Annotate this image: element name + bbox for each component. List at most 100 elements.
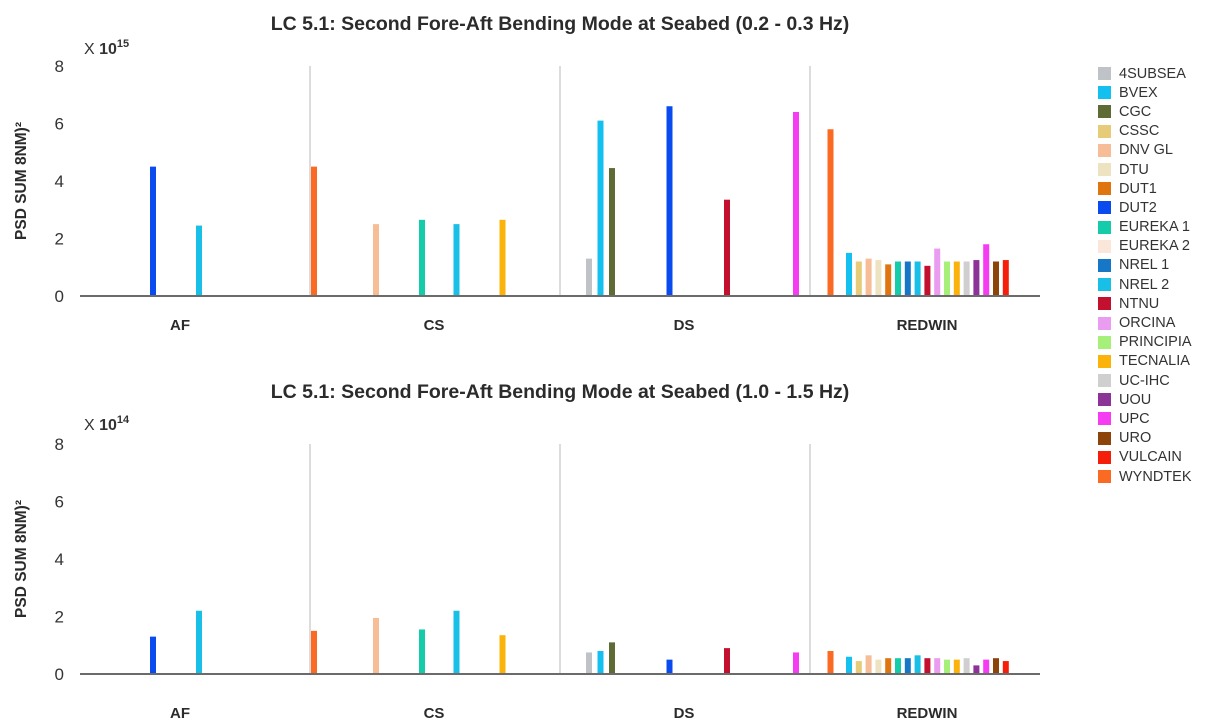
legend-swatch [1098, 431, 1111, 445]
legend-label: BVEX [1119, 84, 1158, 101]
bar-cs-nrel-2 [453, 610, 460, 674]
bar-redwin-nrel-2 [914, 261, 921, 296]
legend-label: WYNDTEK [1119, 468, 1192, 485]
bar-redwin-uro [993, 261, 999, 296]
legend-swatch [1098, 393, 1111, 407]
y-axis-label: PSD SUM 8NM)² [13, 500, 30, 618]
bar-redwin-bvex [846, 656, 852, 674]
legend-label: TECNALIA [1119, 353, 1190, 370]
bar-cs-eureka-1 [419, 629, 425, 674]
bar-redwin-nrel-1 [904, 658, 911, 674]
legend-swatch [1098, 143, 1111, 157]
bar-ds-bvex [597, 651, 604, 674]
bar-ds-4subsea [586, 652, 592, 674]
bar-redwin-cssc [855, 261, 862, 296]
legend-label: DUT1 [1119, 180, 1157, 197]
bar-ds-4subsea [586, 258, 592, 296]
legend-swatch [1098, 163, 1111, 177]
x-category-label: DS [674, 317, 695, 334]
bar-redwin-dnv-gl [865, 655, 872, 674]
bar-redwin-ntnu [924, 658, 931, 674]
legend-item: EUREKA 2 [1098, 237, 1208, 256]
bar-cs-dnv-gl [373, 224, 379, 296]
legend-swatch [1098, 124, 1111, 138]
bar-ds-wyndtek [827, 129, 834, 296]
legend-item: DUT2 [1098, 198, 1208, 217]
legend-item: 4SUBSEA [1098, 64, 1208, 83]
legend-swatch [1098, 201, 1111, 215]
legend-item: DUT1 [1098, 179, 1208, 198]
bar-redwin-tecnalia [953, 261, 960, 296]
legend-swatch [1098, 182, 1111, 196]
legend-swatch [1098, 67, 1111, 81]
bar-redwin-principia [944, 261, 950, 296]
legend-label: 4SUBSEA [1119, 65, 1186, 82]
legend-label: UC-IHC [1119, 372, 1170, 389]
bar-redwin-uc-ihc [963, 261, 970, 296]
legend-item: TECNALIA [1098, 352, 1208, 371]
bar-ds-upc [793, 652, 799, 674]
chart-title: LC 5.1: Second Fore-Aft Bending Mode at … [271, 381, 850, 403]
bar-ds-dut2 [666, 106, 673, 296]
legend-label: UPC [1119, 410, 1150, 427]
legend-label: VULCAIN [1119, 449, 1182, 466]
legend-swatch [1098, 239, 1111, 253]
legend-swatch [1098, 86, 1111, 100]
legend-label: CSSC [1119, 123, 1160, 140]
bar-cs-dnv-gl [373, 617, 379, 674]
legend-label: URO [1119, 430, 1152, 447]
bar-redwin-dtu [875, 659, 882, 674]
legend-swatch [1098, 374, 1111, 388]
legend-item: NREL 1 [1098, 256, 1208, 275]
legend-swatch [1098, 297, 1111, 311]
y-axis-label: PSD SUM 8NM)² [13, 122, 30, 240]
chart-title: LC 5.1: Second Fore-Aft Bending Mode at … [271, 13, 850, 35]
bar-redwin-tecnalia [953, 659, 960, 674]
bar-ds-dut2 [666, 659, 673, 674]
y-tick-label: 0 [55, 287, 64, 306]
y-tick-label: 2 [55, 608, 64, 627]
bar-cs-tecnalia [499, 635, 506, 674]
bar-redwin-orcina [934, 248, 941, 296]
y-tick-label: 8 [55, 435, 64, 454]
legend-label: CGC [1119, 103, 1152, 120]
x-category-label: CS [424, 317, 445, 334]
bar-redwin-upc [983, 659, 990, 674]
legend-swatch [1098, 316, 1111, 330]
bar-redwin-bvex [846, 252, 852, 296]
legend-item: ORCINA [1098, 313, 1208, 332]
bar-redwin-orcina [934, 658, 941, 674]
legend-item: EUREKA 1 [1098, 218, 1208, 237]
bar-ds-wyndtek [827, 651, 834, 674]
x-category-label: AF [170, 705, 190, 722]
bar-ds-ntnu [724, 648, 730, 674]
bar-redwin-uc-ihc [963, 658, 970, 674]
bar-ds-upc [793, 112, 799, 296]
legend-swatch [1098, 412, 1111, 426]
x-category-label: REDWIN [897, 705, 958, 722]
x-category-label: REDWIN [897, 317, 958, 334]
legend-label: DTU [1119, 161, 1149, 178]
legend-label: NTNU [1119, 295, 1160, 312]
bar-af-nrel-2 [196, 225, 202, 296]
bar-redwin-eureka-1 [895, 658, 901, 674]
legend-label: NREL 1 [1119, 257, 1170, 274]
legend-item: BVEX [1098, 83, 1208, 102]
legend-item: NREL 2 [1098, 275, 1208, 294]
bar-redwin-nrel-2 [914, 655, 921, 674]
bar-ds-cgc [609, 642, 615, 674]
bar-ds-ntnu [724, 199, 730, 296]
legend-swatch [1098, 354, 1111, 368]
legend-swatch [1098, 220, 1111, 234]
x-category-label: DS [674, 705, 695, 722]
y-tick-label: 2 [55, 230, 64, 249]
bar-redwin-dut1 [885, 658, 892, 674]
legend-swatch [1098, 450, 1111, 464]
scale-factor: X 1014 [84, 414, 130, 434]
bar-af-wyndtek [311, 630, 317, 674]
bar-redwin-uou [973, 260, 980, 296]
bar-af-dut2 [150, 166, 156, 296]
legend-item: URO [1098, 429, 1208, 448]
legend-item: CGC [1098, 102, 1208, 121]
